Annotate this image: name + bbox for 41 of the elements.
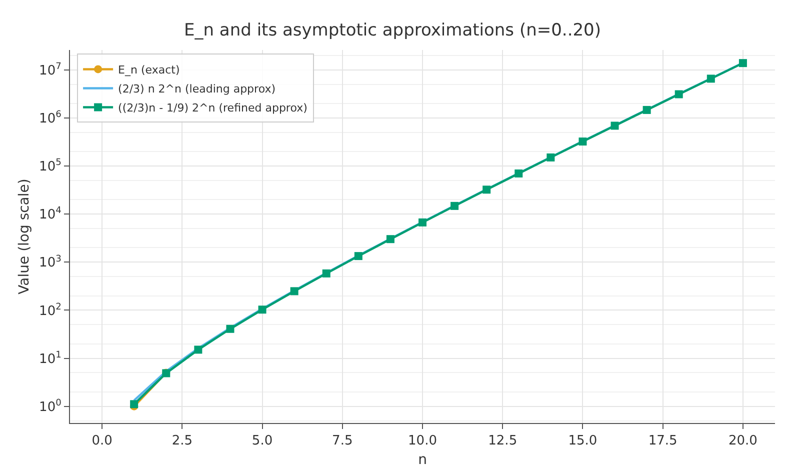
point: [546, 153, 555, 162]
x-axis-title: n: [418, 452, 427, 468]
point: [514, 169, 523, 178]
x-tick-label: 15.0: [568, 434, 598, 449]
y-tick-label: 10$^{4}$: [39, 206, 62, 223]
point: [674, 90, 683, 98]
legend-label: E_n (exact): [118, 64, 180, 77]
point: [642, 106, 651, 114]
point: [738, 59, 747, 68]
x-tick-label: 5.0: [252, 434, 273, 449]
point: [290, 287, 298, 296]
point: [482, 186, 491, 194]
y-tick-label: 10$^{2}$: [39, 302, 62, 319]
point: [322, 269, 330, 278]
x-tick-label: 0.0: [92, 434, 112, 449]
legend-label: ((2/3)n - 1/9) 2^n (refined approx): [118, 102, 308, 115]
x-tick-label: 10.0: [408, 434, 437, 449]
x-tick-label: 20.0: [728, 434, 758, 449]
point: [258, 306, 266, 314]
point: [194, 346, 202, 354]
point: [706, 74, 715, 83]
y-tick-label: 10$^{5}$: [39, 158, 62, 175]
y-tick-label: 10$^{7}$: [39, 62, 62, 78]
x-tick-label: 7.5: [332, 434, 353, 449]
point: [386, 235, 394, 244]
y-axis-title: Value (log scale): [16, 178, 33, 294]
x-tick-label: 2.5: [172, 434, 193, 449]
point: [354, 252, 362, 260]
point: [418, 218, 426, 226]
x-tick-label: 17.5: [648, 434, 678, 449]
y-tick-label: 10$^{6}$: [39, 110, 62, 127]
point: [610, 122, 619, 130]
y-tick-label: 10$^{3}$: [39, 254, 62, 271]
x-tick-label: 12.5: [488, 434, 518, 449]
point: [450, 202, 459, 210]
legend-label: (2/3) n 2^n (leading approx): [118, 82, 276, 96]
point: [226, 324, 234, 333]
chart-title: E_n and its asymptotic approximations (n=0..20): [184, 20, 601, 41]
y-tick-label: 10$^{1}$: [39, 350, 62, 367]
point: [578, 138, 587, 146]
y-tick-label: 10$^{0}$: [39, 398, 62, 415]
